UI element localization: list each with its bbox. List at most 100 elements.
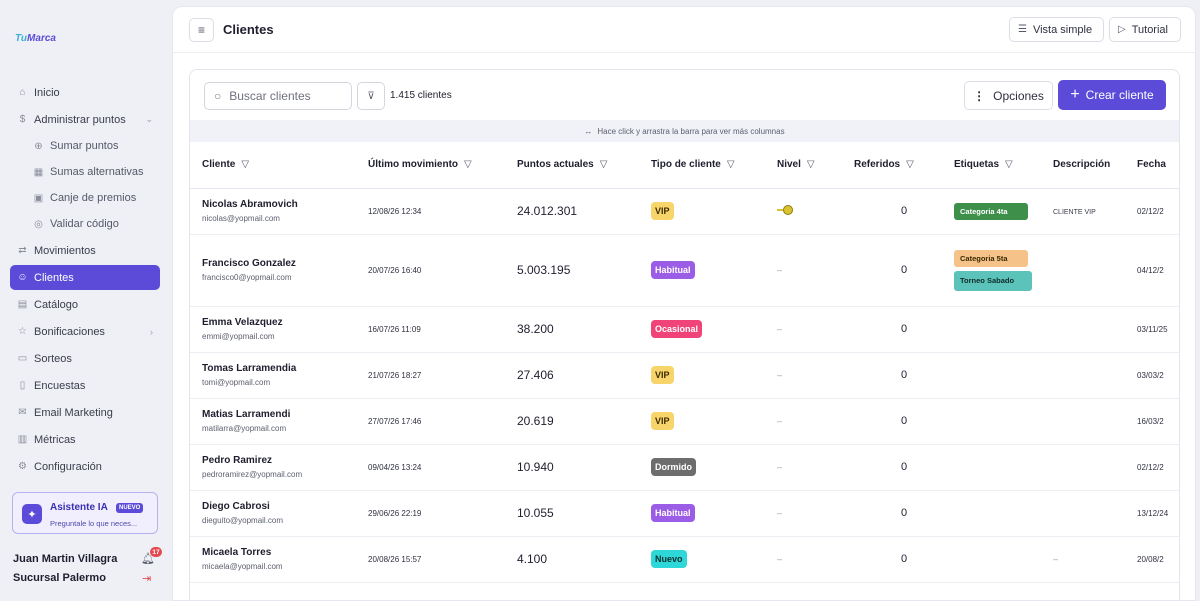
date-cell: 16/03/2 bbox=[1137, 398, 1179, 445]
client-email: pedroramirez@yopmail.com bbox=[202, 470, 303, 479]
notification-count-badge: 17 bbox=[150, 547, 162, 557]
points-cell: 5.003.195 bbox=[517, 234, 651, 307]
filter-icon[interactable]: ▽ bbox=[1005, 159, 1013, 171]
client-cell: Matias Larramendi matilarra@yopmail.com bbox=[190, 398, 368, 445]
brand-logo[interactable]: TuMarca bbox=[15, 33, 56, 44]
sidebar-item-sumar-puntos[interactable]: ⊕ Sumar puntos bbox=[10, 134, 160, 158]
simple-view-button[interactable]: ☰ Vista simple bbox=[1009, 17, 1104, 42]
mail-icon: ✉ bbox=[18, 407, 27, 418]
client-cell: Nicolas Abramovich nicolas@yopmail.com bbox=[190, 188, 368, 235]
table-row[interactable]: Diego Cabrosi dieguito@yopmail.com 29/06/… bbox=[190, 490, 1179, 537]
filter-icon[interactable]: ▽ bbox=[806, 159, 815, 171]
client-type-badge: Habitual bbox=[651, 261, 695, 279]
sidebar-item-sumas-alternativas[interactable]: ▦ Sumas alternativas bbox=[10, 160, 160, 184]
arrows-icon: ⇄ bbox=[18, 245, 27, 256]
table-row[interactable]: Matias Larramendi matilarra@yopmail.com 2… bbox=[190, 398, 1179, 445]
user-name: Juan Martin Villagra bbox=[13, 553, 118, 565]
sidebar-item-bonificaciones[interactable]: ☆ Bonificaciones › bbox=[10, 319, 160, 344]
home-icon: ⌂ bbox=[19, 87, 26, 98]
level-icon bbox=[777, 205, 793, 215]
tutorial-button[interactable]: ▷ Tutorial bbox=[1109, 17, 1181, 42]
chart-icon: ▥ bbox=[17, 434, 28, 445]
type-cell: VIP bbox=[651, 398, 777, 445]
table-row[interactable]: Francisco Gonzalez francisco0@yopmail.com… bbox=[190, 234, 1179, 307]
filter-icon[interactable]: ▽ bbox=[241, 159, 250, 171]
client-type-badge: Nuevo bbox=[651, 550, 687, 568]
client-name[interactable]: Tomas Larramendia bbox=[202, 363, 297, 374]
client-name[interactable]: Nicolas Abramovich bbox=[202, 199, 298, 210]
table-row[interactable]: Emma Velazquez emmi@yopmail.com 16/07/26 … bbox=[190, 306, 1179, 353]
filter-icon[interactable]: ▽ bbox=[464, 159, 472, 171]
client-type-badge: Ocasional bbox=[651, 320, 703, 338]
create-client-button[interactable]: + Crear cliente bbox=[1058, 80, 1166, 110]
client-name[interactable]: Micaela Torres bbox=[202, 547, 272, 558]
sidebar-item-canje-de-premios[interactable]: ▣ Canje de premios bbox=[10, 186, 160, 210]
referrals-cell: 0 bbox=[854, 398, 954, 445]
last-movement-cell: 21/07/26 18:27 bbox=[368, 352, 517, 399]
sidebar-item-sorteos[interactable]: ▭ Sorteos bbox=[10, 346, 160, 371]
scroll-hint: Hace click y arrastra la barra para ver … bbox=[597, 126, 785, 136]
search-input[interactable] bbox=[229, 89, 340, 103]
table-row[interactable]: Tomas Larramendia tomi@yopmail.com 21/07/… bbox=[190, 352, 1179, 399]
column-header-referidos[interactable]: Referidos ▽ bbox=[854, 142, 954, 189]
points-cell: 4.100 bbox=[517, 536, 651, 583]
gear-icon: ⚙ bbox=[18, 461, 27, 472]
client-name[interactable]: Matias Larramendi bbox=[202, 409, 291, 420]
column-header-fecha[interactable]: Fecha bbox=[1137, 142, 1179, 189]
catalog-icon: ▤ bbox=[17, 299, 28, 310]
sidebar-item-movimientos[interactable]: ⇄ Movimientos bbox=[10, 238, 160, 263]
client-name[interactable]: Diego Cabrosi bbox=[202, 501, 270, 512]
tags-cell bbox=[954, 490, 1053, 537]
date-cell: 03/11/25 bbox=[1137, 306, 1179, 353]
date-cell: 02/12/2 bbox=[1137, 188, 1179, 235]
sidebar-item-metricas[interactable]: ▥ Métricas bbox=[10, 427, 160, 452]
table-row[interactable]: Pedro Ramirez pedroramirez@yopmail.com 09… bbox=[190, 444, 1179, 491]
logout-icon[interactable]: ⇥ bbox=[142, 573, 152, 585]
column-header-nivel[interactable]: Nivel ▽ bbox=[777, 142, 854, 189]
scroll-hint-bar[interactable]: ↔ Hace click y arrastra la barra para ver… bbox=[190, 120, 1179, 142]
tags-cell bbox=[954, 306, 1053, 353]
column-header-ultimo-movimiento[interactable]: Último movimiento ▽ bbox=[368, 142, 517, 189]
create-client-label: Crear cliente bbox=[1085, 88, 1154, 102]
filter-icon[interactable]: ▽ bbox=[906, 159, 914, 171]
sidebar-item-validar-codigo[interactable]: ◎ Validar código bbox=[10, 212, 160, 236]
sidebar-item-configuracion[interactable]: ⚙ Configuración bbox=[10, 454, 160, 479]
column-header-tipo-de-cliente[interactable]: Tipo de cliente ▽ bbox=[651, 142, 777, 189]
ai-assistant-subtitle: Preguntale lo que neces... bbox=[50, 519, 138, 528]
client-cell: Tomas Larramendia tomi@yopmail.com bbox=[190, 352, 368, 399]
sidebar-item-inicio[interactable]: ⌂ Inicio bbox=[10, 80, 160, 105]
type-cell: Ocasional bbox=[651, 306, 777, 353]
ai-assistant-card[interactable]: ✦ Asistente IA NUEVO Preguntale lo que n… bbox=[12, 492, 158, 534]
sidebar-item-label: Sumas alternativas bbox=[50, 166, 144, 178]
menu-toggle-button[interactable]: ≡ bbox=[189, 18, 214, 42]
level-cell: – bbox=[777, 352, 854, 399]
column-header-puntos-actuales[interactable]: Puntos actuales ▽ bbox=[517, 142, 651, 189]
table-row[interactable]: Micaela Torres micaela@yopmail.com 20/08/… bbox=[190, 536, 1179, 583]
sidebar-item-clientes[interactable]: ☺ Clientes bbox=[10, 265, 160, 290]
client-name[interactable]: Pedro Ramirez bbox=[202, 455, 273, 466]
client-name[interactable]: Francisco Gonzalez bbox=[202, 258, 296, 269]
options-button[interactable]: ⋮ Opciones bbox=[964, 81, 1053, 110]
filter-icon[interactable]: ▽ bbox=[599, 159, 608, 171]
sidebar-item-label: Email Marketing bbox=[34, 406, 113, 419]
check-circle-icon: ◎ bbox=[34, 218, 43, 230]
sidebar-item-label: Catálogo bbox=[34, 298, 79, 311]
sidebar-item-encuestas[interactable]: ▯ Encuestas bbox=[10, 373, 160, 398]
sidebar-item-label: Inicio bbox=[34, 86, 60, 99]
column-header-etiquetas[interactable]: Etiquetas ▽ bbox=[954, 142, 1053, 189]
new-badge: NUEVO bbox=[116, 503, 144, 513]
column-header-descripcion[interactable]: Descripción bbox=[1053, 142, 1137, 189]
sidebar-item-administrar-puntos[interactable]: $ Administrar puntos ⌄ bbox=[10, 107, 160, 132]
sidebar-item-catalogo[interactable]: ▤ Catálogo bbox=[10, 292, 160, 317]
filter-button[interactable]: ⊽ bbox=[357, 82, 385, 110]
column-header-cliente[interactable]: Cliente ▽ bbox=[190, 142, 368, 189]
sidebar-item-email-marketing[interactable]: ✉ Email Marketing bbox=[10, 400, 160, 425]
table-row[interactable]: Nicolas Abramovich nicolas@yopmail.com 12… bbox=[190, 188, 1179, 235]
description-cell bbox=[1053, 352, 1137, 399]
search-box[interactable]: ○ bbox=[204, 82, 352, 110]
client-name[interactable]: Emma Velazquez bbox=[202, 317, 283, 328]
tags-cell: Categoria 5ta Torneo Sabado bbox=[954, 234, 1053, 307]
more-vertical-icon: ⋮ bbox=[973, 88, 986, 103]
tags-cell bbox=[954, 352, 1053, 399]
filter-icon[interactable]: ▽ bbox=[726, 159, 735, 171]
